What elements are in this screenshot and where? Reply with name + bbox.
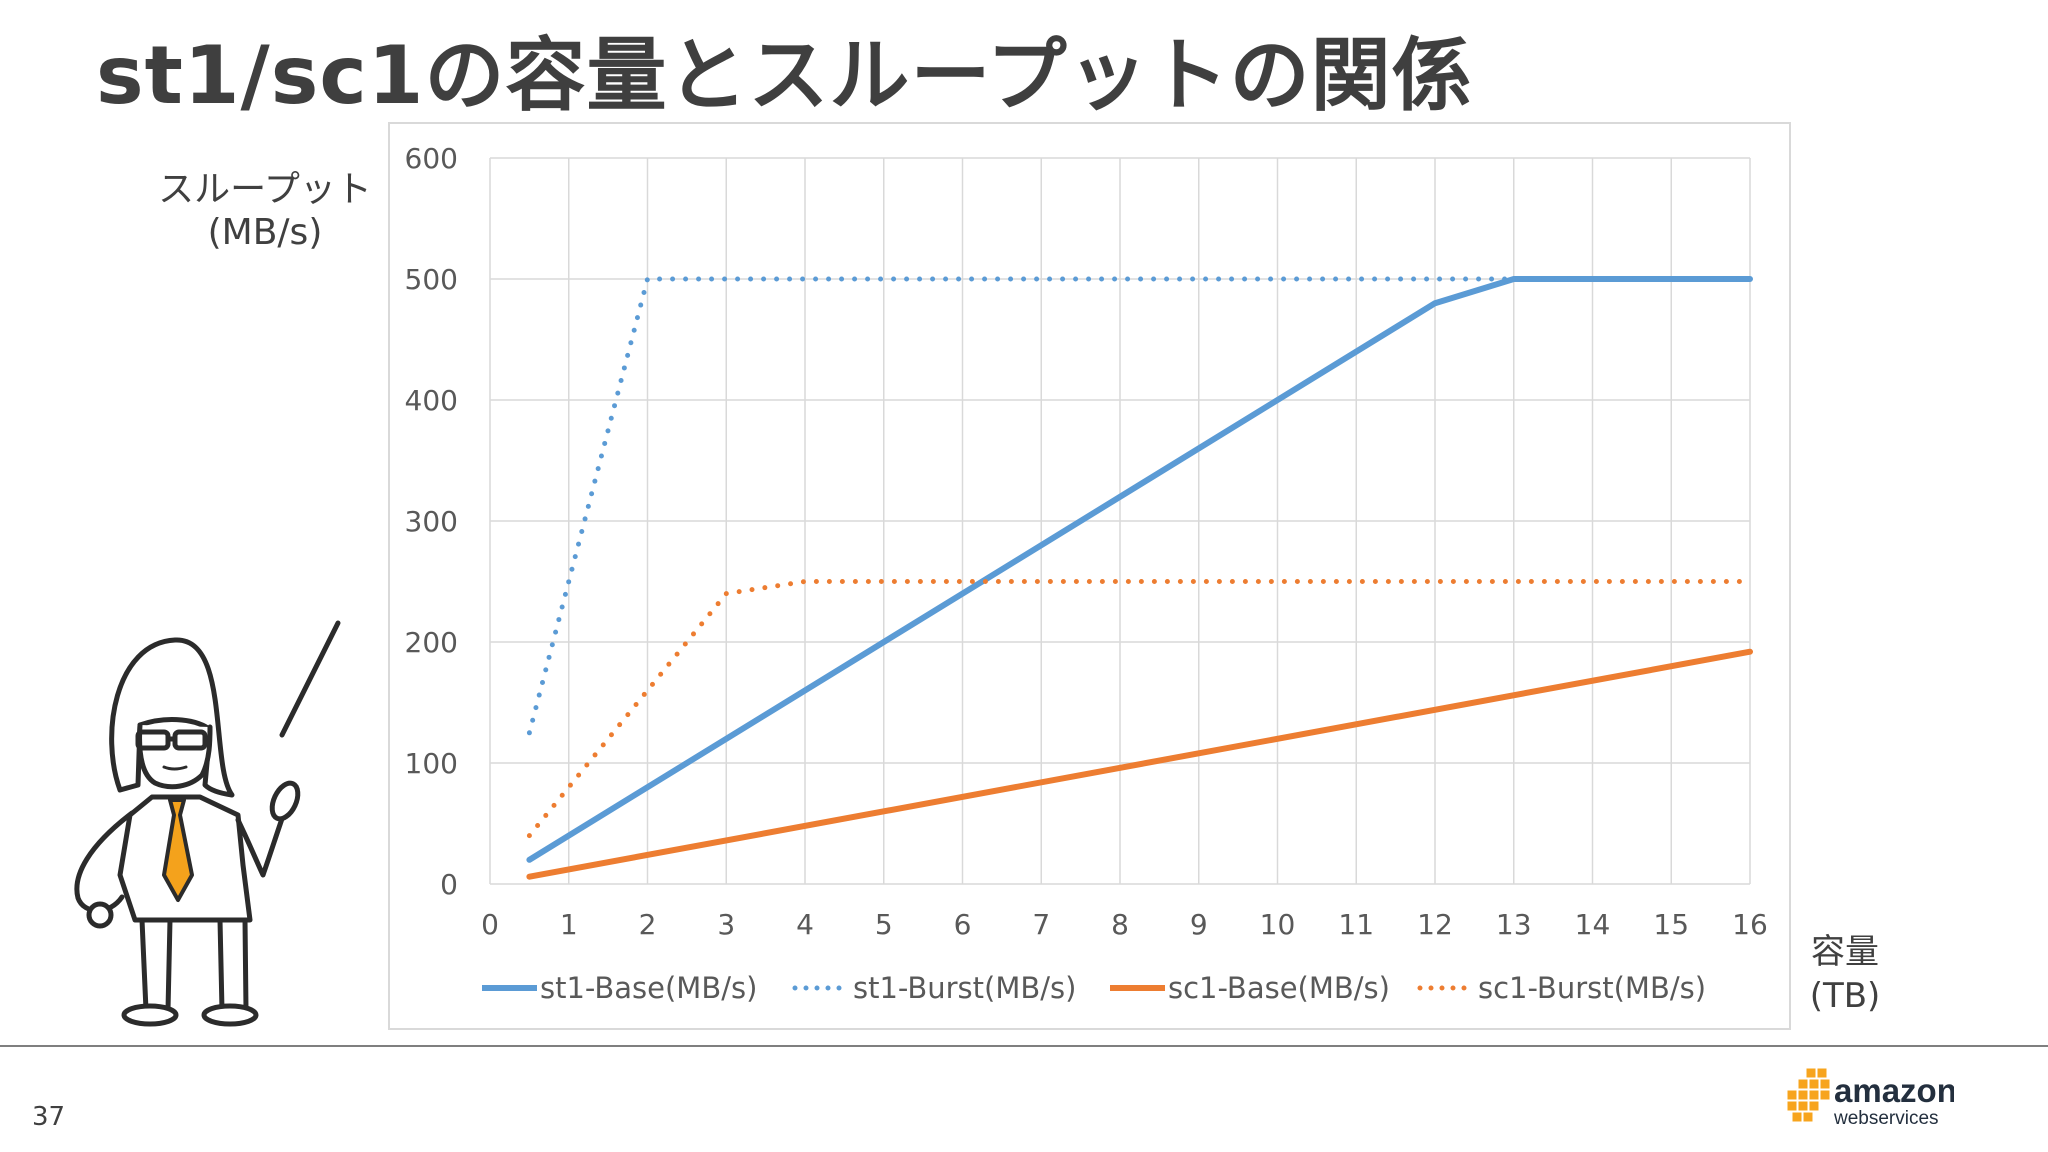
y-tick-label: 200 bbox=[405, 626, 458, 659]
logo-word-webservices: webservices bbox=[1833, 1108, 1939, 1129]
presenter-illustration bbox=[74, 620, 341, 1027]
y-tick-label: 400 bbox=[405, 384, 458, 417]
x-tick-label: 2 bbox=[639, 908, 657, 941]
x-tick-label: 16 bbox=[1732, 908, 1768, 941]
legend-label: sc1-Burst(MB/s) bbox=[1478, 971, 1706, 1005]
x-tick-label: 4 bbox=[796, 908, 814, 941]
series-line bbox=[526, 648, 1753, 880]
x-tick-label: 14 bbox=[1575, 908, 1611, 941]
legend-label: st1-Base(MB/s) bbox=[540, 971, 757, 1005]
x-axis-title-line2: (TB) bbox=[1809, 976, 1881, 1017]
y-axis-title-line2: (MB/s) bbox=[207, 212, 323, 254]
x-tick-label: 1 bbox=[560, 908, 578, 941]
x-tick-label: 7 bbox=[1032, 908, 1050, 941]
y-tick-label: 100 bbox=[405, 747, 458, 780]
legend-label: sc1-Base(MB/s) bbox=[1168, 971, 1390, 1005]
y-axis-title: スループット (MB/s) bbox=[150, 168, 380, 254]
slide-title: st1/sc1の容量とスループットの関係 bbox=[96, 29, 1473, 122]
logo-word-amazon: amazon bbox=[1834, 1072, 1954, 1109]
aws-logo: amazon webservices bbox=[1786, 1068, 1954, 1129]
y-tick-label: 0 bbox=[440, 868, 458, 901]
legend-label: st1-Burst(MB/s) bbox=[853, 971, 1076, 1005]
series-line bbox=[526, 579, 1753, 839]
page-number: 37 bbox=[32, 1102, 66, 1132]
x-tick-label: 15 bbox=[1653, 908, 1689, 941]
series-line bbox=[526, 276, 1753, 736]
pointer-stick bbox=[279, 620, 341, 738]
x-tick-label: 8 bbox=[1111, 908, 1129, 941]
x-axis-title: 容量 (TB) bbox=[1790, 930, 1900, 1018]
y-axis-title-line1: スループット bbox=[158, 169, 372, 210]
x-tick-label: 13 bbox=[1496, 908, 1532, 941]
x-tick-label: 6 bbox=[954, 908, 972, 941]
y-tick-label: 600 bbox=[405, 142, 458, 175]
x-tick-label: 3 bbox=[717, 908, 735, 941]
y-tick-label: 500 bbox=[405, 263, 458, 296]
x-axis-title-line1: 容量 bbox=[1811, 932, 1879, 972]
footer-divider bbox=[0, 1045, 2048, 1047]
x-tick-label: 5 bbox=[875, 908, 893, 941]
x-tick-label: 9 bbox=[1190, 908, 1208, 941]
y-tick-label: 300 bbox=[405, 505, 458, 538]
series-line bbox=[526, 276, 1753, 863]
aws-cubes-icon bbox=[1786, 1068, 1831, 1123]
x-tick-label: 10 bbox=[1260, 908, 1296, 941]
chart-frame: 0 100 200 300 400 500 600 0 1 2 3 4 5 6 7 8 9 10 11 12 13 14 1… bbox=[388, 122, 1791, 1030]
x-tick-label: 0 bbox=[481, 908, 499, 941]
x-tick-label: 11 bbox=[1338, 908, 1374, 941]
x-tick-label: 12 bbox=[1417, 908, 1453, 941]
